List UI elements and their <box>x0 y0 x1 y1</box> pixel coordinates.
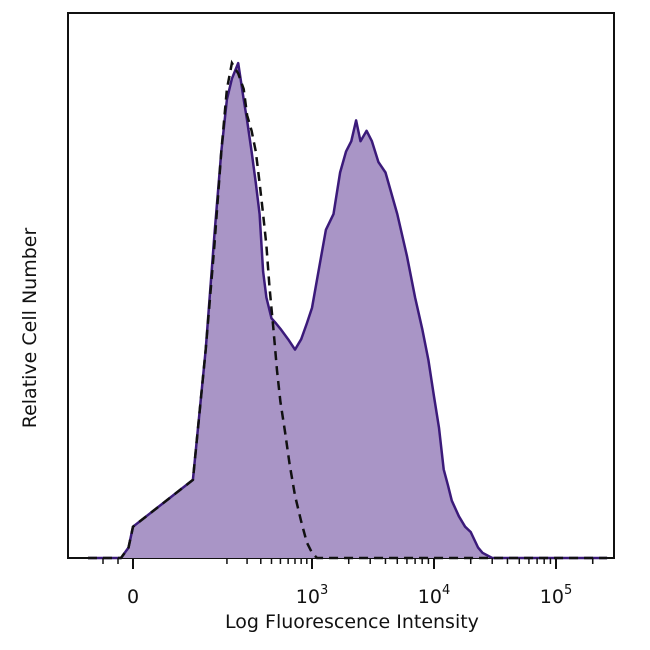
series-0-fill <box>88 63 608 558</box>
major-ticks <box>132 558 557 569</box>
series-1-dashed-line <box>88 59 608 560</box>
x-tick-labels: 0 103 104 105 <box>127 583 572 608</box>
x-tick-label: 105 <box>540 583 572 608</box>
series-layer <box>88 59 608 560</box>
x-tick-label: 0 <box>127 586 139 608</box>
series-0-outline <box>88 61 608 560</box>
y-axis-title: Relative Cell Number <box>19 228 41 429</box>
x-tick-label: 103 <box>296 583 328 608</box>
x-axis-title: Log Fluorescence Intensity <box>225 611 479 633</box>
x-tick-label: 104 <box>418 583 450 608</box>
minor-ticks <box>102 558 594 564</box>
